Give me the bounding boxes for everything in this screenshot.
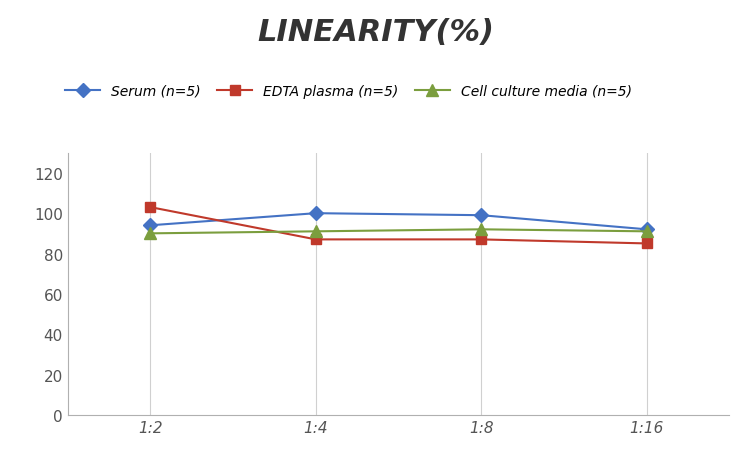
Cell culture media (n=5) bbox=[146, 231, 155, 236]
Legend: Serum (n=5), EDTA plasma (n=5), Cell culture media (n=5): Serum (n=5), EDTA plasma (n=5), Cell cul… bbox=[59, 79, 638, 104]
Serum (n=5) bbox=[642, 227, 651, 233]
EDTA plasma (n=5) bbox=[146, 205, 155, 210]
EDTA plasma (n=5) bbox=[477, 237, 486, 243]
Text: LINEARITY(%): LINEARITY(%) bbox=[257, 18, 495, 47]
Serum (n=5) bbox=[477, 213, 486, 218]
Line: Cell culture media (n=5): Cell culture media (n=5) bbox=[145, 224, 652, 239]
Line: Serum (n=5): Serum (n=5) bbox=[146, 209, 651, 235]
Cell culture media (n=5) bbox=[477, 227, 486, 233]
Line: EDTA plasma (n=5): EDTA plasma (n=5) bbox=[146, 203, 651, 249]
Serum (n=5) bbox=[311, 211, 320, 216]
Serum (n=5) bbox=[146, 223, 155, 229]
Cell culture media (n=5) bbox=[642, 229, 651, 235]
EDTA plasma (n=5) bbox=[311, 237, 320, 243]
EDTA plasma (n=5) bbox=[642, 241, 651, 247]
Cell culture media (n=5) bbox=[311, 229, 320, 235]
